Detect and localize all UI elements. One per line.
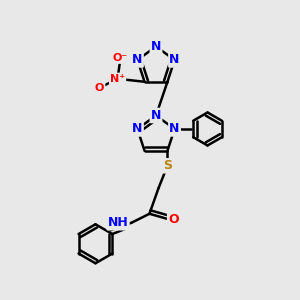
Text: N: N — [151, 40, 161, 53]
Text: N⁺: N⁺ — [110, 74, 125, 84]
Text: N: N — [151, 109, 161, 122]
Text: O: O — [168, 213, 179, 226]
Text: NH: NH — [108, 216, 128, 229]
Text: N: N — [132, 122, 142, 136]
Text: N: N — [169, 53, 180, 67]
Text: N: N — [132, 53, 142, 67]
Text: S: S — [163, 159, 172, 172]
Text: O⁻: O⁻ — [113, 53, 128, 63]
Text: N: N — [169, 122, 180, 136]
Text: O: O — [95, 83, 104, 93]
